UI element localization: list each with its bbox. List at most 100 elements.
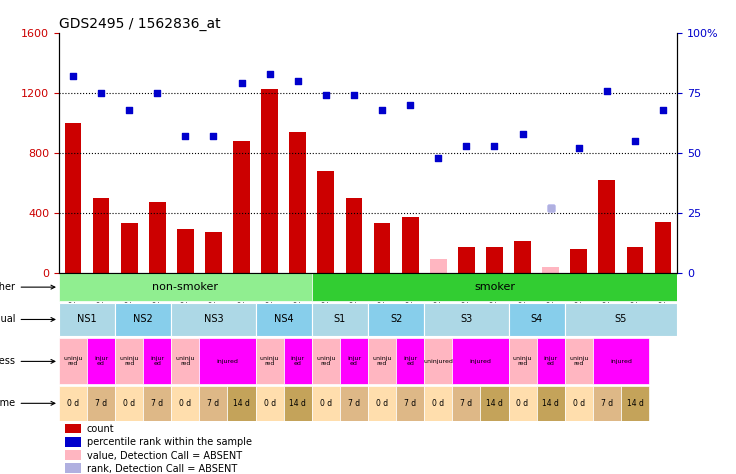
Text: 0 d: 0 d xyxy=(517,399,528,408)
Text: GDS2495 / 1562836_at: GDS2495 / 1562836_at xyxy=(59,17,221,31)
FancyBboxPatch shape xyxy=(199,338,255,384)
FancyBboxPatch shape xyxy=(368,338,396,384)
Point xyxy=(404,101,416,109)
Text: uninju
red: uninju red xyxy=(63,356,82,366)
FancyBboxPatch shape xyxy=(565,338,592,384)
Text: 7 d: 7 d xyxy=(601,399,613,408)
Text: uninjured: uninjured xyxy=(423,359,453,364)
FancyBboxPatch shape xyxy=(312,386,340,420)
Text: S4: S4 xyxy=(531,314,542,325)
Point xyxy=(545,204,556,212)
Bar xyxy=(654,222,671,273)
FancyBboxPatch shape xyxy=(396,338,424,384)
Bar xyxy=(345,198,362,273)
FancyBboxPatch shape xyxy=(340,338,368,384)
Text: uninju
red: uninju red xyxy=(260,356,280,366)
Text: value, Detection Call = ABSENT: value, Detection Call = ABSENT xyxy=(87,451,242,461)
Text: S3: S3 xyxy=(460,314,473,325)
Point xyxy=(629,137,641,145)
Text: NS1: NS1 xyxy=(77,314,97,325)
Point xyxy=(432,154,444,162)
Bar xyxy=(93,198,110,273)
FancyBboxPatch shape xyxy=(509,386,537,420)
Point xyxy=(152,89,163,97)
Text: 7 d: 7 d xyxy=(404,399,417,408)
Bar xyxy=(65,450,80,460)
Bar xyxy=(514,241,531,273)
Point xyxy=(573,145,584,152)
Point xyxy=(236,80,247,87)
FancyBboxPatch shape xyxy=(283,338,312,384)
Bar xyxy=(205,232,222,273)
FancyBboxPatch shape xyxy=(115,338,144,384)
Bar xyxy=(65,123,82,273)
Point xyxy=(292,77,304,85)
FancyBboxPatch shape xyxy=(87,386,115,420)
Point xyxy=(348,91,360,99)
Point xyxy=(208,132,219,140)
Point xyxy=(67,73,79,80)
Text: S1: S1 xyxy=(333,314,346,325)
Text: S5: S5 xyxy=(615,314,627,325)
Bar xyxy=(598,180,615,273)
FancyBboxPatch shape xyxy=(312,273,677,301)
FancyBboxPatch shape xyxy=(621,386,649,420)
Text: 7 d: 7 d xyxy=(95,399,107,408)
Point xyxy=(657,106,669,114)
Text: other: other xyxy=(0,282,55,292)
Text: 7 d: 7 d xyxy=(348,399,360,408)
Point xyxy=(180,132,191,140)
Text: 14 d: 14 d xyxy=(626,399,643,408)
FancyBboxPatch shape xyxy=(312,303,368,336)
FancyBboxPatch shape xyxy=(481,386,509,420)
Text: injur
ed: injur ed xyxy=(150,356,164,366)
FancyBboxPatch shape xyxy=(59,338,87,384)
Text: injur
ed: injur ed xyxy=(291,356,305,366)
FancyBboxPatch shape xyxy=(312,338,340,384)
FancyBboxPatch shape xyxy=(424,303,509,336)
FancyBboxPatch shape xyxy=(283,386,312,420)
FancyBboxPatch shape xyxy=(59,303,115,336)
Text: injur
ed: injur ed xyxy=(544,356,558,366)
Text: 0 d: 0 d xyxy=(376,399,388,408)
Bar xyxy=(65,424,80,433)
FancyBboxPatch shape xyxy=(171,386,199,420)
Text: 0 d: 0 d xyxy=(432,399,445,408)
Text: NS2: NS2 xyxy=(133,314,153,325)
FancyBboxPatch shape xyxy=(199,386,227,420)
Text: count: count xyxy=(87,424,114,434)
Text: 7 d: 7 d xyxy=(151,399,163,408)
FancyBboxPatch shape xyxy=(509,303,565,336)
Text: 14 d: 14 d xyxy=(289,399,306,408)
Bar xyxy=(374,223,391,273)
Text: 14 d: 14 d xyxy=(542,399,559,408)
Text: uninju
red: uninju red xyxy=(119,356,139,366)
FancyBboxPatch shape xyxy=(115,303,171,336)
FancyBboxPatch shape xyxy=(59,386,87,420)
Bar xyxy=(233,141,250,273)
Point xyxy=(320,91,332,99)
FancyBboxPatch shape xyxy=(171,338,199,384)
FancyBboxPatch shape xyxy=(59,273,312,301)
Point xyxy=(489,142,500,150)
FancyBboxPatch shape xyxy=(424,338,453,384)
Text: individual: individual xyxy=(0,314,55,325)
Bar xyxy=(65,464,80,473)
FancyBboxPatch shape xyxy=(368,303,424,336)
Text: injur
ed: injur ed xyxy=(94,356,108,366)
FancyBboxPatch shape xyxy=(537,338,565,384)
FancyBboxPatch shape xyxy=(537,386,565,420)
Text: smoker: smoker xyxy=(474,282,515,292)
FancyBboxPatch shape xyxy=(144,386,171,420)
FancyBboxPatch shape xyxy=(424,386,453,420)
FancyBboxPatch shape xyxy=(509,338,537,384)
Text: NS3: NS3 xyxy=(204,314,223,325)
Text: NS4: NS4 xyxy=(274,314,294,325)
Text: 0 d: 0 d xyxy=(180,399,191,408)
Text: 0 d: 0 d xyxy=(67,399,79,408)
Bar xyxy=(261,89,278,273)
Point xyxy=(376,106,388,114)
FancyBboxPatch shape xyxy=(255,338,283,384)
Bar xyxy=(121,223,138,273)
FancyBboxPatch shape xyxy=(565,303,677,336)
